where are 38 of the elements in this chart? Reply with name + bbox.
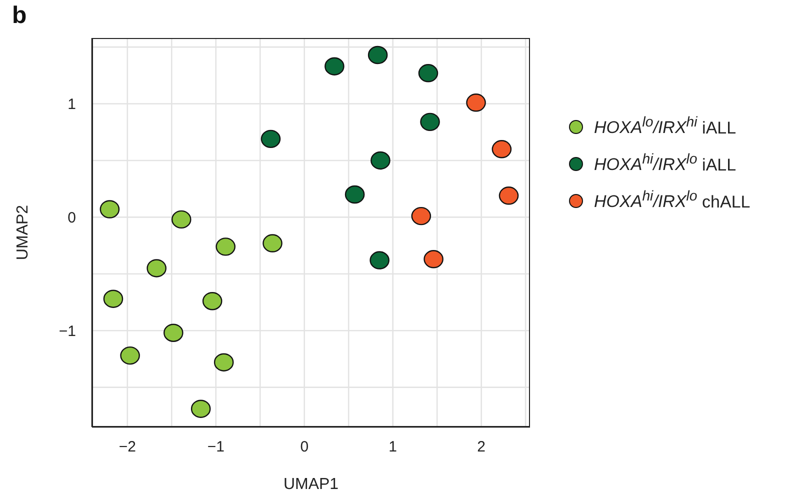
- point: [411, 206, 432, 226]
- x-axis-title: UMAP1: [283, 476, 339, 493]
- point: [260, 130, 281, 148]
- point: [498, 186, 519, 205]
- x-tick-label: −2: [118, 438, 136, 456]
- x-tick-label: 1: [388, 438, 398, 456]
- y-tick-label: 0: [68, 210, 76, 227]
- chart-title: b: [12, 2, 27, 30]
- y-tick-label: −1: [58, 322, 76, 340]
- point: [171, 210, 192, 229]
- point: [344, 185, 365, 204]
- point: [202, 292, 222, 310]
- x-tick-label: 2: [477, 438, 486, 456]
- point: [164, 324, 184, 342]
- point: [262, 234, 282, 252]
- point: [370, 251, 390, 270]
- x-tick-label: −1: [207, 438, 224, 456]
- point: [370, 151, 390, 170]
- legend-label: HOXA$^{lo}$/IRX$^{hi}$ iALL: [594, 114, 736, 138]
- point: [214, 353, 234, 372]
- point: [420, 112, 440, 132]
- point: [146, 259, 166, 278]
- legend-label: HOXA$^{hi}$/IRX$^{lo}$ chALL: [594, 188, 750, 212]
- point: [100, 200, 120, 218]
- point: [190, 400, 211, 418]
- y-tick-label: 1: [68, 96, 76, 114]
- point: [424, 250, 444, 268]
- legend-label: HOXA$^{hi}$/IRX$^{lo}$ iALL: [594, 152, 736, 174]
- point: [120, 346, 140, 365]
- point: [216, 238, 236, 256]
- point: [466, 94, 486, 112]
- point: [492, 140, 512, 158]
- y-axis-title: UMAP2: [14, 204, 32, 260]
- point: [368, 46, 388, 64]
- x-tick-label: 0: [300, 438, 309, 456]
- point: [324, 57, 344, 76]
- point: [103, 290, 124, 308]
- point: [418, 64, 438, 82]
